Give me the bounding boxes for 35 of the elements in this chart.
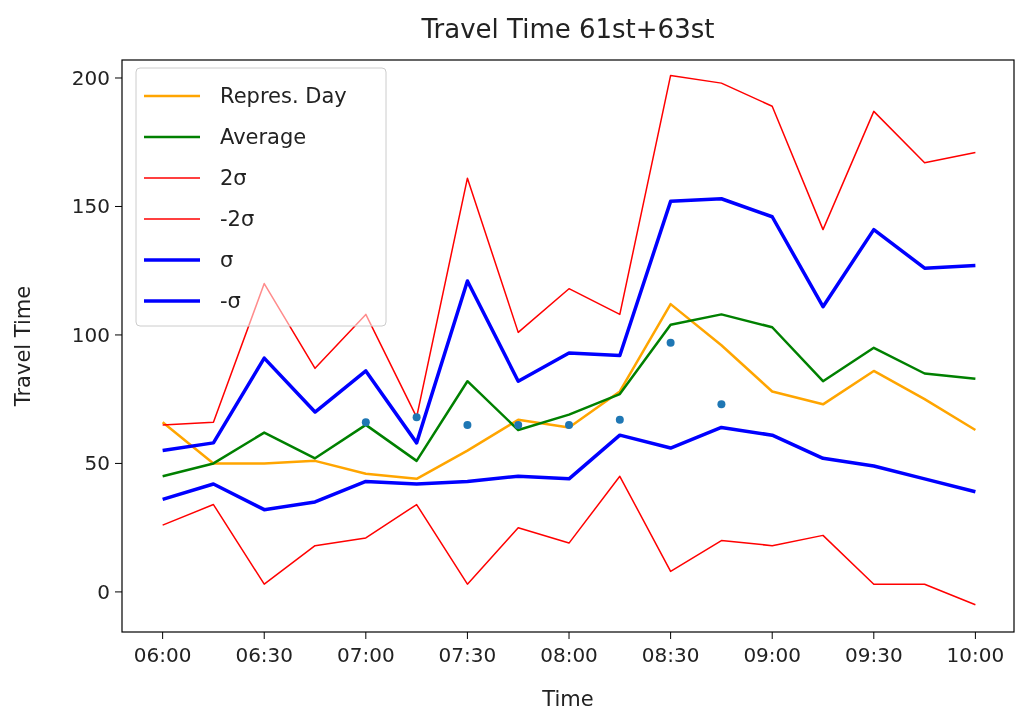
legend-label: σ xyxy=(220,248,234,272)
y-tick-label: 200 xyxy=(71,65,110,90)
line-series xyxy=(161,74,977,426)
point xyxy=(463,420,472,429)
point xyxy=(412,413,421,422)
legend-label: 2σ xyxy=(220,166,247,190)
x-tick-label: 06:30 xyxy=(235,643,294,667)
y-axis-title: Travel Time xyxy=(11,285,35,408)
x-tick-label: 10:00 xyxy=(946,643,1005,667)
line-series xyxy=(161,475,977,606)
point xyxy=(717,400,726,409)
x-tick-label: 08:00 xyxy=(540,643,598,667)
point xyxy=(615,415,624,424)
x-axis-title: Time xyxy=(541,687,594,711)
point xyxy=(514,420,523,429)
line-series xyxy=(160,425,978,512)
x-tick-label: 07:30 xyxy=(438,643,497,667)
y-tick-label: 0 xyxy=(97,579,110,604)
x-tick-label: 07:00 xyxy=(337,643,395,667)
line-series xyxy=(160,197,978,453)
point xyxy=(565,420,574,429)
x-tick-label: 09:30 xyxy=(844,643,903,667)
legend-label: -σ xyxy=(220,289,241,313)
point xyxy=(361,418,370,427)
x-tick-label: 09:00 xyxy=(743,643,802,667)
y-tick-label: 150 xyxy=(71,194,110,219)
legend-label: -2σ xyxy=(220,207,255,231)
legend-label: Average xyxy=(220,125,307,149)
x-tick-label: 06:00 xyxy=(133,643,192,667)
legend-label: Repres. Day xyxy=(220,84,347,108)
y-tick-label: 50 xyxy=(84,451,110,476)
y-tick-label: 100 xyxy=(71,322,110,347)
chart-title: Travel Time 61st+63st xyxy=(420,14,715,44)
point xyxy=(666,338,675,347)
x-tick-label: 08:30 xyxy=(641,643,700,667)
